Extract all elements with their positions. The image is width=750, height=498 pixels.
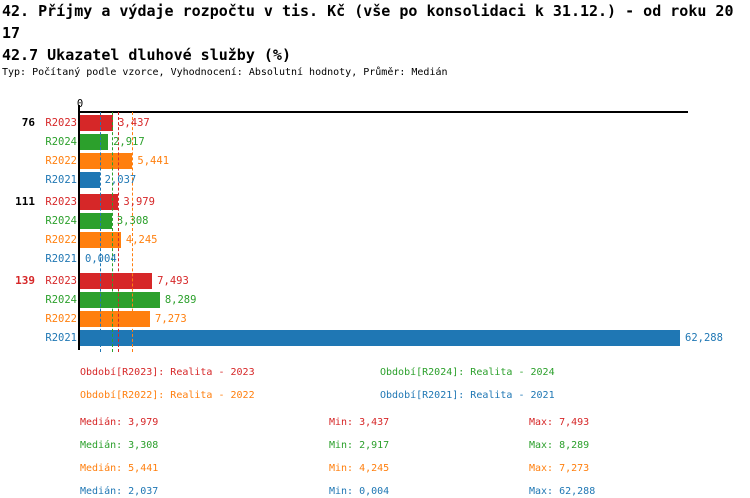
series-label: R2023 bbox=[45, 196, 77, 208]
series-label: R2022 bbox=[45, 313, 77, 325]
bar-R2023 bbox=[80, 115, 114, 131]
series-label: R2021 bbox=[45, 174, 77, 186]
bar-value-label: 7,493 bbox=[157, 275, 189, 287]
bar-value-label: 3,308 bbox=[116, 215, 149, 227]
median-line-R2024 bbox=[111, 112, 113, 352]
group-label: 76 bbox=[21, 116, 35, 129]
bar-R2022 bbox=[80, 311, 151, 327]
bar-value-label: 2,917 bbox=[113, 136, 145, 148]
bar-value-label: 0,004 bbox=[85, 253, 117, 265]
series-label: R2024 bbox=[45, 294, 77, 306]
stat-max-R2022: Max: 7,273 bbox=[529, 463, 590, 474]
bar-value-label: 2,037 bbox=[104, 174, 137, 186]
bar-R2024 bbox=[80, 213, 112, 229]
stat-median-R2024: Medián: 3,308 bbox=[80, 440, 159, 451]
stat-median-R2021: Medián: 2,037 bbox=[80, 486, 159, 497]
stat-median-R2023: Medián: 3,979 bbox=[80, 417, 159, 428]
median-line-R2022 bbox=[132, 112, 134, 352]
bar-value-label: 3,437 bbox=[118, 117, 150, 129]
y-axis-line bbox=[78, 105, 80, 350]
series-label: R2024 bbox=[45, 136, 77, 148]
stat-median-R2022: Medián: 5,441 bbox=[80, 463, 159, 474]
legend-item-R2023: Období[R2023]: Realita - 2023 bbox=[80, 367, 255, 378]
bar-value-label: 4,245 bbox=[125, 234, 158, 246]
stat-max-R2024: Max: 8,289 bbox=[529, 440, 590, 451]
series-label: R2021 bbox=[45, 253, 77, 265]
median-line-R2021 bbox=[99, 112, 101, 352]
legend-item-R2022: Období[R2022]: Realita - 2022 bbox=[80, 390, 255, 401]
stat-max-R2023: Max: 7,493 bbox=[529, 417, 590, 428]
bar-R2023 bbox=[80, 273, 153, 289]
chart-subtitle: 42.7 Ukazatel dluhové služby (%) bbox=[2, 46, 291, 64]
series-label: R2022 bbox=[45, 234, 77, 246]
bar-value-label: 62,288 bbox=[685, 332, 723, 344]
median-line-R2023 bbox=[118, 112, 120, 352]
stat-min-R2023: Min: 3,437 bbox=[329, 417, 390, 428]
stat-max-R2021: Max: 62,288 bbox=[529, 486, 596, 497]
bar-R2024 bbox=[80, 292, 160, 308]
chart-title-line2: 17 bbox=[2, 24, 21, 42]
series-label: R2024 bbox=[45, 215, 77, 227]
chart-meta-line: Typ: Počítaný podle vzorce, Vyhodnocení:… bbox=[2, 67, 448, 78]
bar-R2021 bbox=[80, 330, 680, 346]
bar-R2023 bbox=[80, 194, 119, 210]
bar-R2022 bbox=[80, 153, 133, 169]
bar-value-label: 3,979 bbox=[123, 196, 155, 208]
series-label: R2023 bbox=[45, 275, 77, 287]
bar-R2024 bbox=[80, 134, 109, 150]
chart-title-line1: 42. Příjmy a výdaje rozpočtu v tis. Kč (… bbox=[2, 2, 734, 20]
stat-min-R2024: Min: 2,917 bbox=[329, 440, 390, 451]
series-label: R2022 bbox=[45, 155, 77, 167]
series-label: R2023 bbox=[45, 117, 77, 129]
group-label: 111 bbox=[15, 195, 35, 208]
legend-item-R2021: Období[R2021]: Realita - 2021 bbox=[380, 390, 555, 401]
bar-value-label: 7,273 bbox=[155, 313, 187, 325]
group-label: 139 bbox=[15, 274, 35, 287]
stat-min-R2022: Min: 4,245 bbox=[329, 463, 390, 474]
zero-tick-label: 0 bbox=[76, 98, 84, 110]
bar-value-label: 8,289 bbox=[164, 294, 197, 306]
legend-item-R2024: Období[R2024]: Realita - 2024 bbox=[380, 367, 555, 378]
x-axis-line bbox=[79, 111, 688, 113]
bar-value-label: 5,441 bbox=[137, 155, 170, 167]
stat-min-R2021: Min: 0,004 bbox=[329, 486, 390, 497]
bar-R2021 bbox=[80, 172, 100, 188]
series-label: R2021 bbox=[45, 332, 77, 344]
